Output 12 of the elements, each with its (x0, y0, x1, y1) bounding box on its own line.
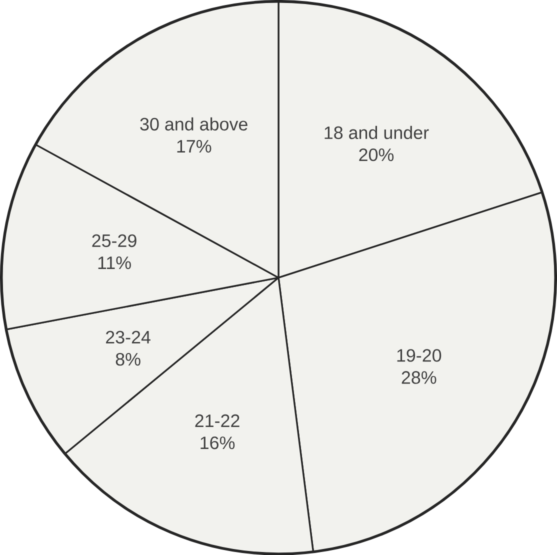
data-label: 17% (177, 140, 212, 152)
slice-label: 25-29 (92, 234, 136, 247)
data-label: 8% (116, 352, 140, 366)
data-label: 11% (98, 256, 131, 269)
slice-label: 21-22 (195, 414, 240, 427)
data-label: 20% (359, 148, 394, 162)
slice-label: 18 and under (324, 126, 429, 139)
slice-label: 23-24 (106, 330, 150, 344)
data-label: 28% (402, 371, 436, 384)
data-label: 16% (200, 436, 235, 450)
slice-label: 30 and above (140, 117, 248, 130)
slice-label: 19-20 (397, 348, 442, 362)
